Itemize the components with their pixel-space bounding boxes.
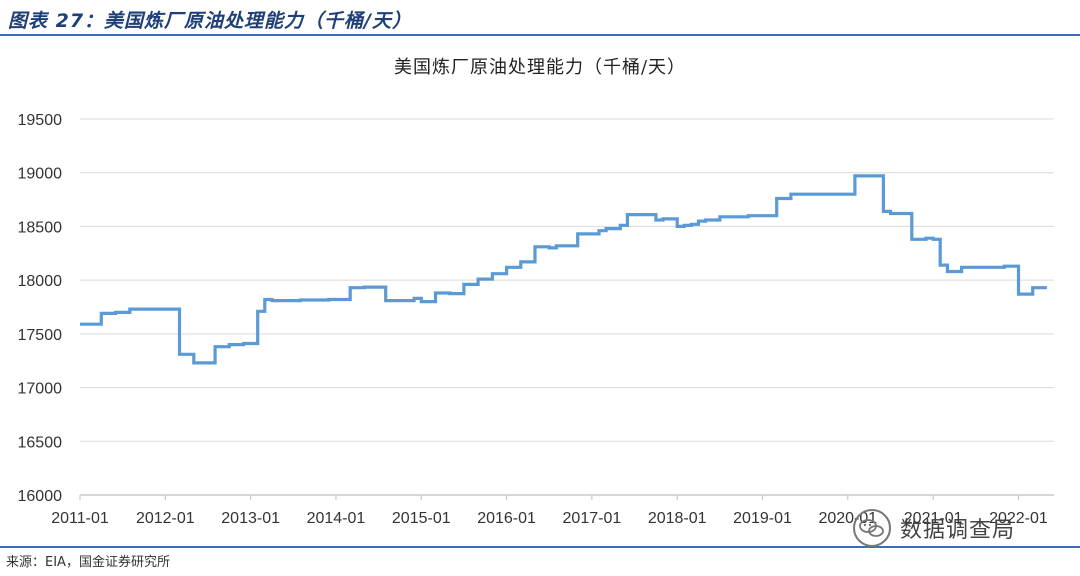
x-tick-label: 2012-01 [136,510,195,527]
y-tick-label: 17000 [18,381,63,398]
x-tick-label: 2022-01 [989,510,1048,527]
series-line [80,174,1047,365]
y-tick-label: 16000 [18,488,63,505]
x-tick-label: 2011-01 [51,510,109,527]
y-tick-label: 18500 [18,219,63,236]
chart-title: 美国炼厂原油处理能力（千桶/天） [393,57,687,78]
line-chart: 16000 16500 17000 17500 18000 18500 19000 19500… [18,112,1054,527]
y-tick-label: 18000 [18,273,63,290]
figure-header-text: 图表 27：美国炼厂原油处理能力（千桶/天） [8,10,412,32]
y-tick-label: 17500 [18,327,63,344]
x-tick-label: 2019-01 [733,510,792,527]
x-tick-label: 2021-01 [904,510,963,527]
watermark-text: 数据调查局 [900,518,1016,543]
y-tick-label: 19500 [18,112,63,129]
x-tick-label: 2016-01 [477,510,536,527]
x-tick-label: 2020-01 [818,510,877,527]
figure-header: 图表 27：美国炼厂原油处理能力（千桶/天） [0,0,1080,36]
x-tick-label: 2018-01 [648,510,707,527]
x-tick-label: 2013-01 [221,510,280,527]
x-tick-label: 2015-01 [392,510,451,527]
watermark: 数据调查局 [852,508,1015,548]
wechat-channel-icon [853,509,891,547]
x-tick-label: 2014-01 [307,510,366,527]
y-tick-label: 19000 [18,166,63,183]
footer-divider [0,546,1080,548]
y-tick-label: 16500 [18,434,63,451]
x-tick-label: 2017-01 [563,510,622,527]
source-note: 来源：EIA，国金证券研究所 [6,555,170,570]
